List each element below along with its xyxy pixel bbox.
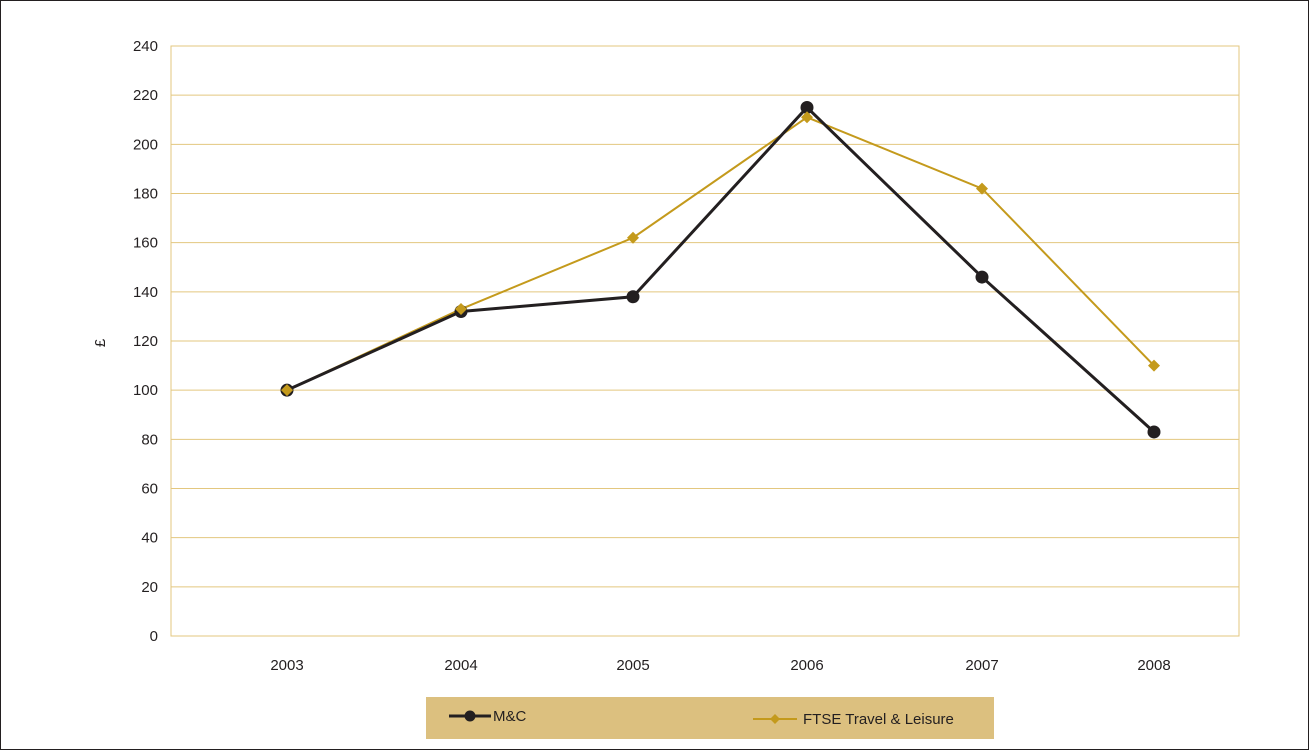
plot-area-border bbox=[170, 45, 1240, 637]
y-tick-label: 80 bbox=[141, 431, 158, 448]
y-tick-label: 180 bbox=[133, 186, 158, 203]
x-tick-label: 2006 bbox=[790, 657, 823, 674]
y-tick-label: 120 bbox=[133, 333, 158, 350]
legend-label-ftse: FTSE Travel & Leisure bbox=[803, 711, 954, 728]
data-point-ftse bbox=[1148, 359, 1160, 372]
data-point-ftse bbox=[455, 303, 467, 316]
data-point-ftse bbox=[801, 111, 813, 124]
x-tick-label: 2007 bbox=[965, 657, 998, 674]
y-tick-label: 160 bbox=[133, 235, 158, 252]
plot-border bbox=[170, 45, 1240, 637]
y-tick-label: 100 bbox=[133, 382, 158, 399]
y-tick-label: 240 bbox=[133, 38, 158, 55]
data-point-mc bbox=[626, 290, 640, 304]
y-tick-label: 20 bbox=[141, 579, 158, 596]
series-line-ftse bbox=[286, 116, 1155, 392]
data-point-mc bbox=[800, 100, 814, 114]
y-axis-ticks: 0 20 40 60 80 100 120 140 160 180 200 220 240 bbox=[133, 38, 158, 645]
data-point-ftse bbox=[627, 231, 639, 244]
y-tick-label: 220 bbox=[133, 87, 158, 104]
legend-label-mc: M&C bbox=[493, 708, 527, 725]
x-tick-label: 2008 bbox=[1137, 657, 1170, 674]
x-tick-label: 2004 bbox=[444, 657, 477, 674]
y-tick-label: 40 bbox=[141, 530, 158, 547]
y-axis-label: £ bbox=[92, 338, 109, 347]
data-point-mc bbox=[1147, 425, 1161, 439]
legend-background bbox=[426, 697, 994, 739]
series-group bbox=[280, 100, 1161, 439]
legend-marker-ftse bbox=[770, 714, 780, 724]
series-line-mc bbox=[286, 105, 1156, 434]
legend: M&C FTSE Travel & Leisure bbox=[426, 697, 994, 739]
x-axis-ticks: 2003 2004 2005 2006 2007 2008 bbox=[270, 657, 1170, 674]
data-point-ftse bbox=[281, 384, 293, 397]
gridlines bbox=[171, 45, 1239, 588]
legend-marker-mc bbox=[464, 710, 476, 722]
x-tick-label: 2003 bbox=[270, 657, 303, 674]
y-tick-label: 60 bbox=[141, 481, 158, 498]
data-point-mc bbox=[975, 270, 989, 284]
y-tick-label: 140 bbox=[133, 284, 158, 301]
x-tick-label: 2005 bbox=[616, 657, 649, 674]
y-tick-label: 200 bbox=[133, 136, 158, 153]
data-point-ftse bbox=[976, 182, 988, 195]
y-tick-label: 0 bbox=[150, 628, 158, 645]
